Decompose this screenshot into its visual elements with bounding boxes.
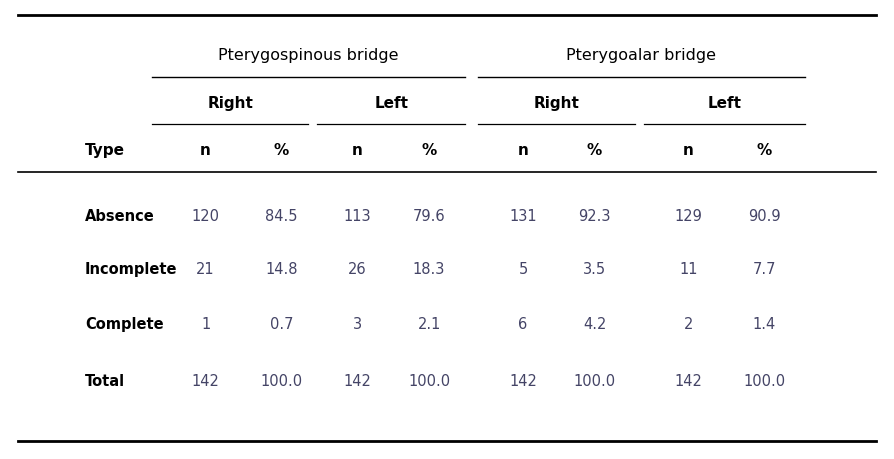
Text: 142: 142 xyxy=(343,374,372,388)
Text: %: % xyxy=(274,143,290,158)
Text: 100.0: 100.0 xyxy=(408,374,451,388)
Text: Total: Total xyxy=(85,374,125,388)
Text: 92.3: 92.3 xyxy=(578,208,611,223)
Text: 2.1: 2.1 xyxy=(417,316,441,331)
Text: 1: 1 xyxy=(201,316,210,331)
Text: Incomplete: Incomplete xyxy=(85,261,177,276)
Text: 18.3: 18.3 xyxy=(413,261,445,276)
Text: 142: 142 xyxy=(191,374,220,388)
Text: Left: Left xyxy=(707,96,741,111)
Text: 14.8: 14.8 xyxy=(266,261,298,276)
Text: 26: 26 xyxy=(349,261,367,276)
Text: 7.7: 7.7 xyxy=(753,261,776,276)
Text: 1.4: 1.4 xyxy=(753,316,776,331)
Text: 113: 113 xyxy=(344,208,371,223)
Text: 3: 3 xyxy=(353,316,362,331)
Text: n: n xyxy=(352,143,363,158)
Text: 120: 120 xyxy=(191,208,220,223)
Text: Complete: Complete xyxy=(85,316,164,331)
Text: 6: 6 xyxy=(519,316,527,331)
Text: n: n xyxy=(683,143,694,158)
Text: 100.0: 100.0 xyxy=(573,374,616,388)
Text: n: n xyxy=(200,143,211,158)
Text: 100.0: 100.0 xyxy=(743,374,786,388)
Text: Left: Left xyxy=(374,96,409,111)
Text: 100.0: 100.0 xyxy=(260,374,303,388)
Text: Right: Right xyxy=(534,96,579,111)
Text: 21: 21 xyxy=(197,261,215,276)
Text: Pterygoalar bridge: Pterygoalar bridge xyxy=(567,48,716,62)
Text: 84.5: 84.5 xyxy=(266,208,298,223)
Text: %: % xyxy=(421,143,437,158)
Text: %: % xyxy=(756,143,772,158)
Text: 5: 5 xyxy=(519,261,527,276)
Text: Pterygospinous bridge: Pterygospinous bridge xyxy=(218,48,399,62)
Text: 129: 129 xyxy=(674,208,703,223)
Text: 3.5: 3.5 xyxy=(583,261,606,276)
Text: n: n xyxy=(518,143,528,158)
Text: 4.2: 4.2 xyxy=(583,316,606,331)
Text: 90.9: 90.9 xyxy=(748,208,780,223)
Text: 0.7: 0.7 xyxy=(270,316,293,331)
Text: 142: 142 xyxy=(509,374,537,388)
Text: 131: 131 xyxy=(510,208,536,223)
Text: Type: Type xyxy=(85,143,125,158)
Text: 11: 11 xyxy=(679,261,697,276)
Text: Absence: Absence xyxy=(85,208,155,223)
Text: Right: Right xyxy=(207,96,253,111)
Text: 2: 2 xyxy=(684,316,693,331)
Text: 79.6: 79.6 xyxy=(413,208,445,223)
Text: 142: 142 xyxy=(674,374,703,388)
Text: %: % xyxy=(586,143,603,158)
